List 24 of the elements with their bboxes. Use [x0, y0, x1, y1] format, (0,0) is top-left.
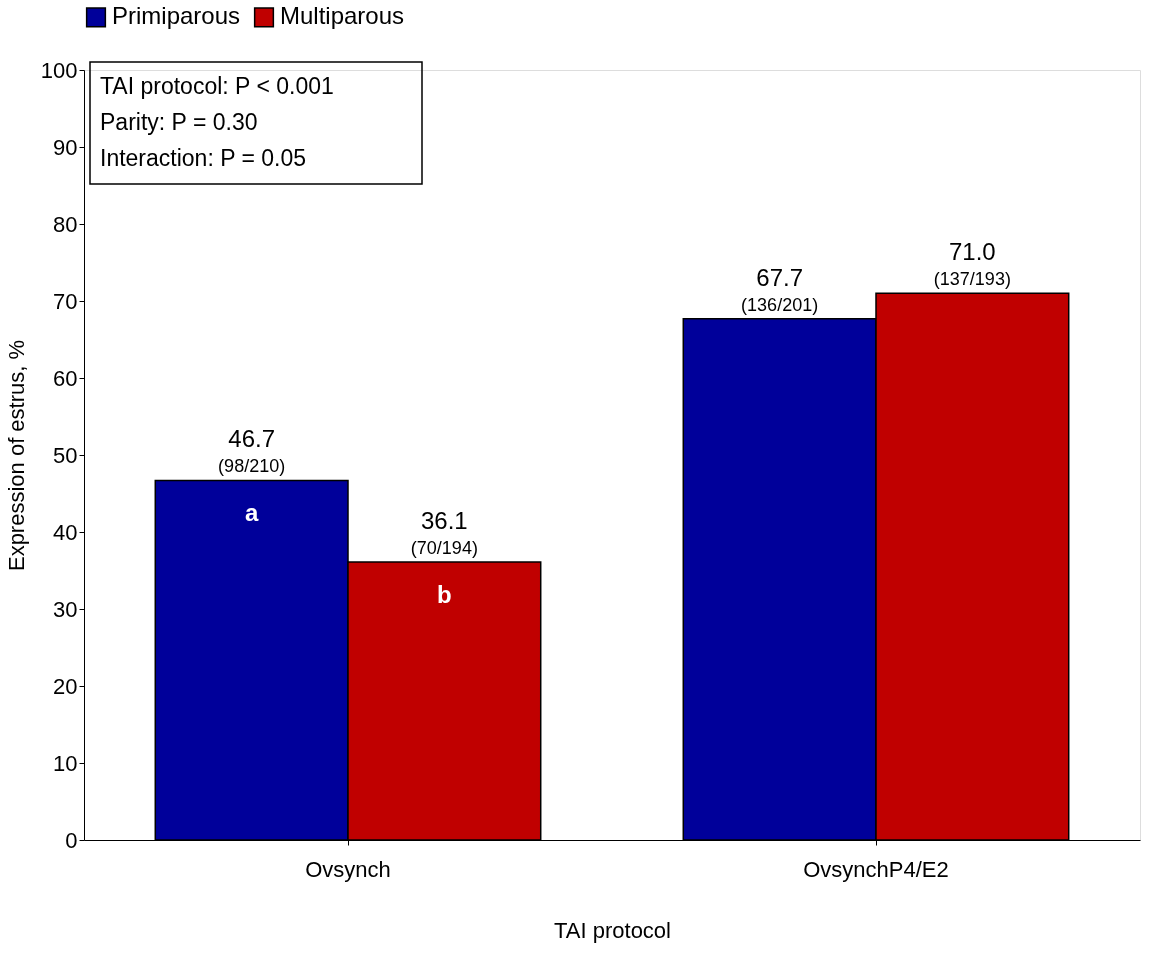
y-tick-label: 60: [53, 365, 78, 391]
x-axis-title: TAI protocol: [554, 917, 671, 943]
x-tick-label: Ovsynch: [305, 856, 391, 882]
y-tick-label: 70: [53, 288, 78, 314]
legend-label: Multiparous: [280, 2, 405, 30]
annotation: Interaction: P = 0.05: [100, 145, 307, 171]
y-axis-title: Expression of estrus, %: [3, 339, 29, 572]
text: 71.0 (137/193): [933, 238, 1011, 290]
text: 36.1 (70/194) b: [410, 507, 478, 609]
y-tick-label: 20: [53, 673, 78, 699]
legend-label: Primiparous: [112, 2, 241, 30]
y-tick-label: 40: [53, 519, 78, 545]
annotation: Parity: P = 0.30: [100, 109, 258, 135]
text: 67.7 (136/201): [741, 263, 819, 315]
y-tick-label: 0: [65, 827, 78, 853]
y-tick-label: 100: [40, 57, 78, 83]
x-tick-label: OvsynchP4/E2: [803, 856, 949, 882]
y-tick-label: 90: [53, 134, 78, 160]
y-tick-label: 30: [53, 596, 78, 622]
y-tick-label: 80: [53, 211, 78, 237]
y-tick-label: 50: [53, 442, 78, 468]
text: 46.7 (98/210) a: [218, 425, 286, 527]
annotation: TAI protocol: P < 0.001: [100, 73, 334, 99]
y-tick-label: 10: [53, 750, 78, 776]
